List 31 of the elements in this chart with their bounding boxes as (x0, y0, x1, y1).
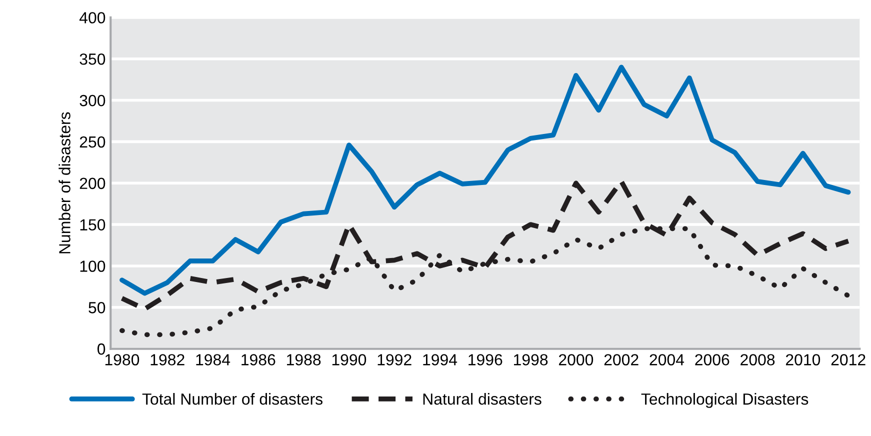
x-tick-label: 2000 (558, 354, 594, 366)
x-tick-label: 2012 (831, 354, 866, 366)
legend-label: Technological Disasters (641, 392, 808, 408)
y-tick-label: 400 (79, 12, 106, 24)
x-tick-label: 1980 (105, 354, 140, 366)
y-tick-label: 250 (80, 136, 106, 148)
x-tick-label: 2010 (786, 354, 820, 366)
y-tick-label: 200 (80, 178, 106, 190)
x-tick-label: 2002 (604, 354, 638, 366)
x-tick-label: 1998 (514, 354, 548, 366)
x-tick-label: 2006 (695, 354, 730, 366)
x-tick-label: 1994 (423, 354, 458, 366)
x-tick-label: 1990 (332, 354, 366, 366)
x-tick-label: 2008 (740, 354, 775, 366)
x-tick-label: 1982 (150, 354, 184, 366)
y-tick-label: 50 (88, 302, 106, 314)
x-tick-label: 1992 (378, 354, 412, 366)
legend-label: Total Number of disasters (142, 392, 322, 405)
legend-label: Natural disasters (423, 392, 542, 405)
x-tick-label: 2004 (650, 354, 684, 366)
x-tick-label: 1986 (242, 354, 276, 366)
x-tick-label: 1984 (196, 354, 230, 366)
x-tick-label: 1988 (287, 354, 321, 366)
y-axis-title: Number of disasters (58, 112, 70, 254)
y-tick-label: 150 (80, 219, 106, 230)
y-tick-label: 350 (80, 53, 106, 65)
line-series (120, 64, 851, 296)
y-tick-label: 100 (80, 260, 106, 272)
y-tick-label: 300 (80, 94, 106, 106)
x-tick-label: 1996 (468, 354, 502, 366)
y-tick-label: 0 (98, 343, 106, 355)
